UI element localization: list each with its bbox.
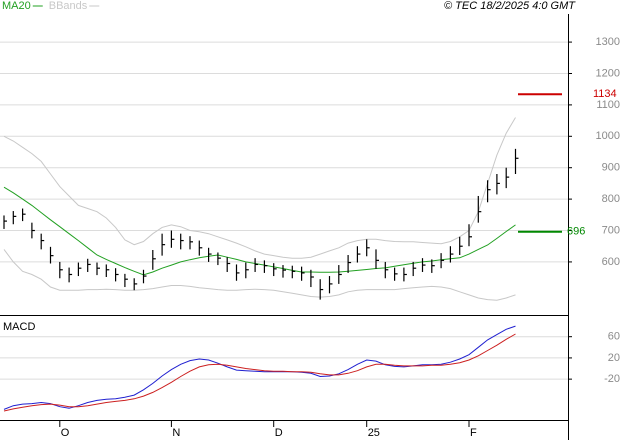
y-tick-label: 60 <box>608 331 620 343</box>
macd-title: MACD <box>3 321 35 333</box>
y-tick-label: 1200 <box>596 67 620 79</box>
x-tick-label: O <box>61 427 70 439</box>
x-tick-label: D <box>275 427 283 439</box>
y-tick-label: 1300 <box>596 36 620 48</box>
level-label: 1134 <box>593 88 617 100</box>
y-tick-label: -20 <box>604 373 620 385</box>
legend-label: MA20 <box>2 0 31 12</box>
x-tick-label: F <box>470 427 477 439</box>
level-label: 696 <box>567 226 585 238</box>
y-tick-label: 600 <box>602 256 620 268</box>
y-tick-label: 20 <box>608 352 620 364</box>
band-upper <box>3 117 516 259</box>
y-tick-label: 800 <box>602 193 620 205</box>
source-note: © TEC 18/2/2025 4:0 GMT <box>444 0 576 12</box>
macd-line <box>3 333 516 412</box>
band-lower <box>3 249 516 301</box>
macd-line <box>3 325 516 410</box>
y-tick-label: 900 <box>602 162 620 174</box>
legend-label: BBands <box>49 0 88 12</box>
y-tick-label: 700 <box>602 224 620 236</box>
y-tick-label: 1100 <box>596 99 620 111</box>
x-tick-label: N <box>172 427 180 439</box>
ma-line <box>3 186 516 276</box>
x-tick-label: 25 <box>368 427 380 439</box>
y-tick-label: 1000 <box>596 130 620 142</box>
